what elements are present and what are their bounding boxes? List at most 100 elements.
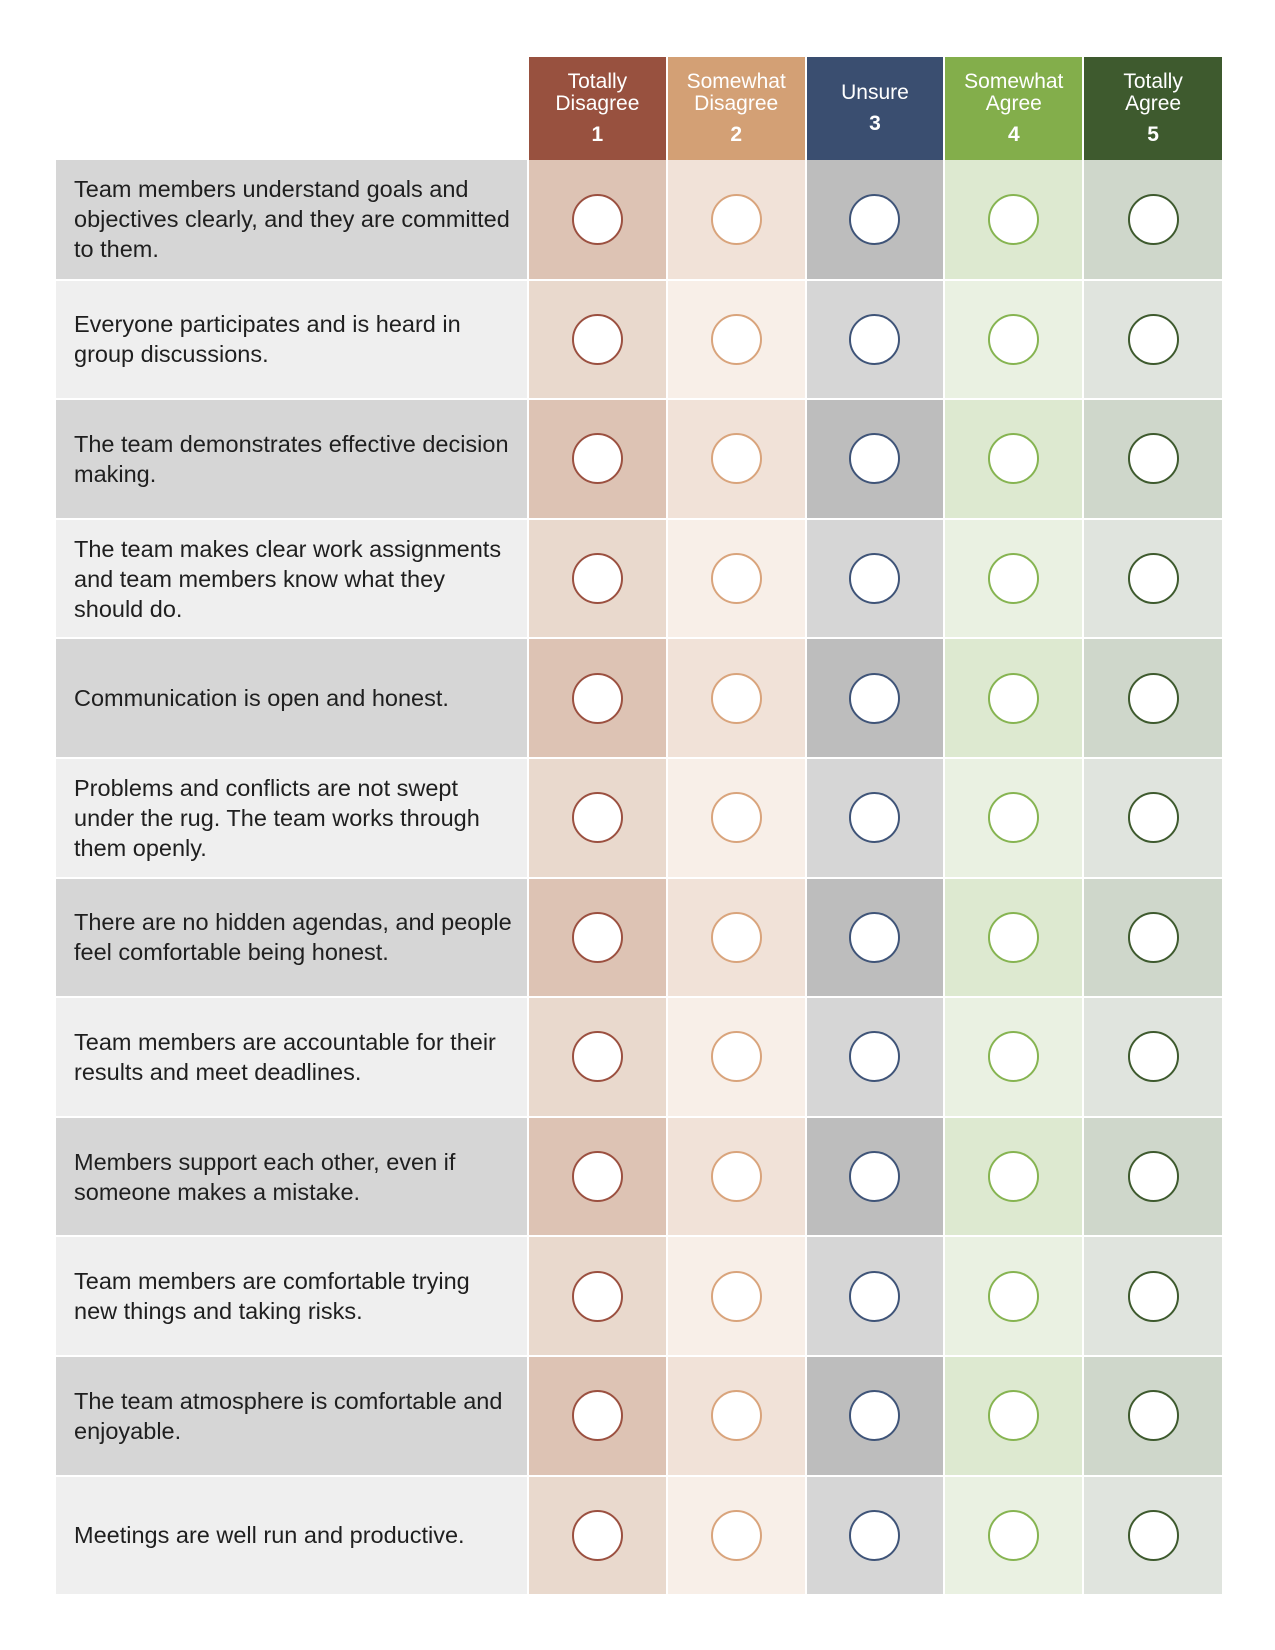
radio-somewhat-disagree[interactable] bbox=[710, 672, 762, 724]
rating-cell-somewhat-disagree bbox=[665, 399, 806, 520]
rating-cell-unsure bbox=[804, 1236, 945, 1357]
rating-cell-totally-disagree bbox=[527, 1355, 667, 1477]
rating-cell-somewhat-disagree bbox=[665, 279, 806, 401]
scale-label-line: Totally bbox=[1123, 70, 1183, 93]
rating-cell-somewhat-disagree bbox=[665, 757, 806, 879]
radio-unsure[interactable] bbox=[849, 553, 901, 605]
rating-cell-totally-disagree bbox=[527, 518, 667, 640]
radio-unsure[interactable] bbox=[849, 672, 901, 724]
radio-somewhat-agree[interactable] bbox=[988, 193, 1040, 245]
rating-cell-somewhat-agree bbox=[943, 160, 1084, 281]
scale-header-somewhat-disagree: Somewhat Disagree 2 bbox=[665, 57, 806, 160]
question-text: There are no hidden agendas, and people … bbox=[56, 877, 528, 999]
radio-somewhat-disagree[interactable] bbox=[710, 313, 762, 365]
radio-totally-agree[interactable] bbox=[1127, 1151, 1179, 1203]
radio-unsure[interactable] bbox=[849, 193, 901, 245]
radio-totally-disagree[interactable] bbox=[571, 313, 623, 365]
radio-unsure[interactable] bbox=[849, 1031, 901, 1083]
radio-totally-disagree[interactable] bbox=[571, 1270, 623, 1322]
team-assessment-survey: Totally Disagree 1 Somewhat Disagree 2 U… bbox=[56, 57, 1222, 1597]
question-row: Members support each other, even if some… bbox=[56, 1116, 1222, 1238]
radio-totally-agree[interactable] bbox=[1127, 1031, 1179, 1083]
rating-cell-totally-disagree bbox=[527, 1475, 667, 1597]
radio-totally-disagree[interactable] bbox=[571, 1390, 623, 1442]
radio-somewhat-disagree[interactable] bbox=[710, 1390, 762, 1442]
radio-somewhat-agree[interactable] bbox=[988, 433, 1040, 485]
rating-cell-somewhat-agree bbox=[943, 1236, 1084, 1357]
radio-totally-agree[interactable] bbox=[1127, 193, 1179, 245]
radio-totally-agree[interactable] bbox=[1127, 433, 1179, 485]
question-row: Team members are accountable for their r… bbox=[56, 997, 1222, 1118]
radio-totally-disagree[interactable] bbox=[571, 911, 623, 963]
radio-somewhat-disagree[interactable] bbox=[710, 433, 762, 485]
radio-somewhat-agree[interactable] bbox=[988, 1270, 1040, 1322]
radio-somewhat-disagree[interactable] bbox=[710, 792, 762, 844]
radio-unsure[interactable] bbox=[849, 911, 901, 963]
radio-unsure[interactable] bbox=[849, 1270, 901, 1322]
radio-totally-agree[interactable] bbox=[1127, 313, 1179, 365]
radio-somewhat-disagree[interactable] bbox=[710, 1509, 762, 1561]
radio-somewhat-agree[interactable] bbox=[988, 911, 1040, 963]
radio-somewhat-agree[interactable] bbox=[988, 1390, 1040, 1442]
radio-totally-disagree[interactable] bbox=[571, 193, 623, 245]
question-row: Team members are comfortable trying new … bbox=[56, 1236, 1222, 1357]
radio-unsure[interactable] bbox=[849, 1151, 901, 1203]
rating-cell-unsure bbox=[804, 279, 945, 401]
radio-totally-disagree[interactable] bbox=[571, 792, 623, 844]
rating-cell-unsure bbox=[804, 997, 945, 1118]
radio-totally-agree[interactable] bbox=[1127, 1270, 1179, 1322]
radio-totally-disagree[interactable] bbox=[571, 553, 623, 605]
rating-cell-somewhat-disagree bbox=[665, 160, 806, 281]
radio-somewhat-agree[interactable] bbox=[988, 1509, 1040, 1561]
rating-cell-totally-agree bbox=[1082, 279, 1222, 401]
rating-cell-totally-agree bbox=[1082, 518, 1222, 640]
radio-totally-agree[interactable] bbox=[1127, 672, 1179, 724]
rating-cell-totally-disagree bbox=[527, 399, 667, 520]
question-row: The team atmosphere is comfortable and e… bbox=[56, 1355, 1222, 1477]
radio-totally-disagree[interactable] bbox=[571, 1031, 623, 1083]
rating-cell-somewhat-disagree bbox=[665, 1475, 806, 1597]
radio-somewhat-agree[interactable] bbox=[988, 313, 1040, 365]
radio-somewhat-disagree[interactable] bbox=[710, 911, 762, 963]
rating-cell-somewhat-disagree bbox=[665, 1236, 806, 1357]
scale-number: 4 bbox=[1007, 123, 1020, 146]
radio-somewhat-agree[interactable] bbox=[988, 1151, 1040, 1203]
radio-unsure[interactable] bbox=[849, 1390, 901, 1442]
question-row: Team members understand goals and object… bbox=[56, 160, 1222, 281]
radio-totally-disagree[interactable] bbox=[571, 1509, 623, 1561]
radio-somewhat-agree[interactable] bbox=[988, 1031, 1040, 1083]
radio-somewhat-disagree[interactable] bbox=[710, 553, 762, 605]
radio-somewhat-disagree[interactable] bbox=[710, 1270, 762, 1322]
question-text: Team members understand goals and object… bbox=[56, 160, 528, 281]
question-row: Meetings are well run and productive. bbox=[56, 1475, 1222, 1597]
radio-totally-disagree[interactable] bbox=[571, 1151, 623, 1203]
radio-somewhat-agree[interactable] bbox=[988, 792, 1040, 844]
radio-somewhat-agree[interactable] bbox=[988, 553, 1040, 605]
radio-totally-agree[interactable] bbox=[1127, 1509, 1179, 1561]
radio-unsure[interactable] bbox=[849, 792, 901, 844]
rating-cell-totally-agree bbox=[1082, 1355, 1222, 1477]
scale-number: 1 bbox=[591, 123, 604, 146]
radio-totally-agree[interactable] bbox=[1127, 1390, 1179, 1442]
radio-somewhat-disagree[interactable] bbox=[710, 1151, 762, 1203]
radio-totally-agree[interactable] bbox=[1127, 911, 1179, 963]
rating-cell-unsure bbox=[804, 399, 945, 520]
radio-unsure[interactable] bbox=[849, 313, 901, 365]
radio-totally-disagree[interactable] bbox=[571, 672, 623, 724]
rating-cell-totally-disagree bbox=[527, 160, 667, 281]
radio-totally-disagree[interactable] bbox=[571, 433, 623, 485]
radio-somewhat-disagree[interactable] bbox=[710, 193, 762, 245]
radio-unsure[interactable] bbox=[849, 1509, 901, 1561]
rating-cell-unsure bbox=[804, 877, 945, 999]
rating-cell-somewhat-agree bbox=[943, 399, 1084, 520]
question-text: Meetings are well run and productive. bbox=[56, 1475, 528, 1597]
scale-label-line: Disagree bbox=[555, 92, 640, 115]
radio-totally-agree[interactable] bbox=[1127, 792, 1179, 844]
radio-somewhat-agree[interactable] bbox=[988, 672, 1040, 724]
radio-somewhat-disagree[interactable] bbox=[710, 1031, 762, 1083]
question-text: Communication is open and honest. bbox=[56, 638, 528, 759]
scale-label-line: Agree bbox=[1125, 92, 1182, 115]
rating-cell-totally-agree bbox=[1082, 877, 1222, 999]
radio-unsure[interactable] bbox=[849, 433, 901, 485]
radio-totally-agree[interactable] bbox=[1127, 553, 1179, 605]
